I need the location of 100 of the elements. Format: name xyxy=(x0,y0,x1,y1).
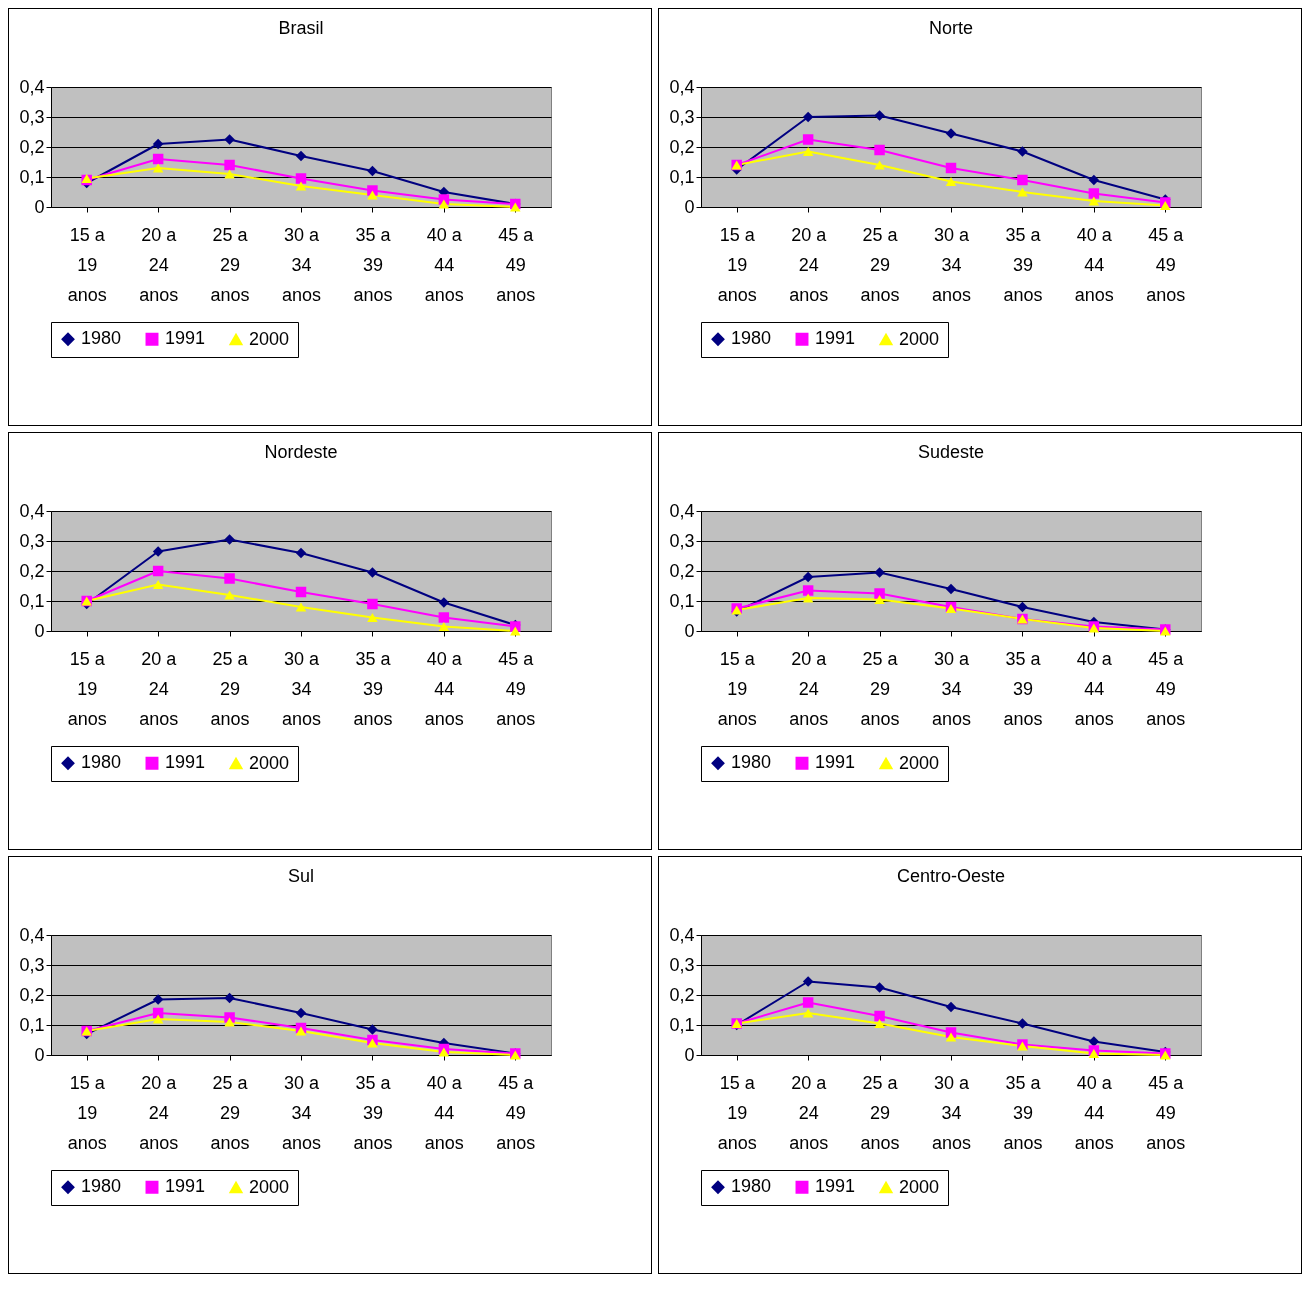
point xyxy=(510,626,521,636)
point xyxy=(295,150,307,162)
point xyxy=(152,579,164,590)
y-tick-label: 0,1 xyxy=(19,590,45,611)
x-tick-label: 20 a 24 anos xyxy=(789,648,829,729)
point xyxy=(802,146,814,157)
point xyxy=(224,590,235,600)
y-tick-label: 0,2 xyxy=(669,136,695,157)
x-tick-label: 15 a 19 anos xyxy=(717,224,757,305)
x-tick-label: 25 a 29 anos xyxy=(860,1072,900,1153)
x-tick-label: 15 a 19 anos xyxy=(67,1072,107,1153)
point xyxy=(945,128,957,139)
x-tick-label: 40 a 44 anos xyxy=(1074,648,1114,729)
point xyxy=(367,598,378,610)
x-tick-label: 45 a 49 anos xyxy=(1146,648,1186,729)
y-tick-label: 0,2 xyxy=(19,560,45,581)
legend-label: 1980 xyxy=(81,328,122,349)
point xyxy=(295,173,307,184)
point xyxy=(295,547,307,559)
x-tick-label: 30 a 34 anos xyxy=(931,224,972,305)
x-tick-label: 25 a 29 anos xyxy=(860,648,900,729)
legend-label: 2000 xyxy=(899,328,940,349)
y-tick-label: 0 xyxy=(684,196,695,217)
y-tick-label: 0 xyxy=(684,1044,695,1065)
point xyxy=(438,1047,450,1057)
point xyxy=(874,144,885,156)
x-tick-label: 30 a 34 anos xyxy=(931,648,972,729)
legend-label: 1991 xyxy=(165,1176,206,1197)
x-tick-label: 35 a 39 anos xyxy=(353,1072,393,1153)
y-tick-label: 0,1 xyxy=(669,590,695,611)
y-tick-label: 0,2 xyxy=(19,136,45,157)
x-tick-label: 40 a 44 anos xyxy=(424,1072,464,1153)
y-tick-label: 0,4 xyxy=(669,76,695,97)
x-tick-label: 30 a 34 anos xyxy=(281,224,322,305)
x-tick-label: 45 a 49 anos xyxy=(496,224,536,305)
y-tick-label: 0,4 xyxy=(19,924,45,945)
point xyxy=(802,134,814,145)
point xyxy=(224,159,235,171)
x-tick-label: 35 a 39 anos xyxy=(353,224,393,305)
y-tick-label: 0 xyxy=(34,620,45,641)
point xyxy=(367,165,378,177)
point xyxy=(152,565,164,577)
x-tick-label: 35 a 39 anos xyxy=(353,648,393,729)
point xyxy=(295,602,307,612)
point xyxy=(224,573,235,584)
point xyxy=(438,597,450,608)
point xyxy=(945,1001,957,1013)
x-tick-label: 40 a 44 anos xyxy=(1074,224,1114,305)
y-tick-label: 0 xyxy=(684,620,695,641)
y-tick-label: 0,1 xyxy=(19,1014,45,1035)
point xyxy=(224,992,235,1004)
x-tick-label: 30 a 34 anos xyxy=(281,648,322,729)
point xyxy=(945,1032,957,1042)
point xyxy=(945,176,957,187)
point xyxy=(802,1008,814,1018)
y-tick-label: 0,4 xyxy=(19,76,45,97)
legend-label: 1980 xyxy=(81,1176,122,1197)
y-tick-label: 0,1 xyxy=(669,166,695,187)
point xyxy=(367,1038,378,1048)
legend-label: 1980 xyxy=(81,752,122,773)
legend-label: 2000 xyxy=(249,1176,290,1197)
x-tick-label: 40 a 44 anos xyxy=(424,224,464,305)
legend-label: 2000 xyxy=(249,328,290,349)
point xyxy=(802,571,814,583)
x-tick-label: 20 a 24 anos xyxy=(139,224,179,305)
legend-label: 1991 xyxy=(165,328,206,349)
point xyxy=(224,1017,235,1027)
legend-label: 2000 xyxy=(899,1176,940,1197)
legend-label: 1991 xyxy=(815,328,856,349)
x-tick-label: 20 a 24 anos xyxy=(789,1072,829,1153)
point xyxy=(295,1026,307,1036)
y-tick-label: 0,1 xyxy=(19,166,45,187)
legend-label: 1980 xyxy=(731,328,772,349)
x-tick-label: 25 a 29 anos xyxy=(860,224,900,305)
point xyxy=(367,190,378,200)
y-tick-label: 0,3 xyxy=(19,106,45,127)
point xyxy=(224,534,235,545)
x-tick-label: 40 a 44 anos xyxy=(1074,1072,1114,1153)
point xyxy=(1088,174,1100,186)
point xyxy=(1017,601,1028,613)
legend-label: 1980 xyxy=(731,752,772,773)
y-tick-label: 0,3 xyxy=(669,530,695,551)
point xyxy=(152,138,164,150)
x-tick-label: 25 a 29 anos xyxy=(210,1072,250,1153)
y-tick-label: 0,2 xyxy=(19,984,45,1005)
chart-title: Brasil xyxy=(278,18,324,38)
y-tick-label: 0,2 xyxy=(669,984,695,1005)
point xyxy=(874,110,885,121)
point xyxy=(152,546,164,557)
point xyxy=(802,111,814,123)
x-tick-label: 35 a 39 anos xyxy=(1003,1072,1043,1153)
x-tick-label: 20 a 24 anos xyxy=(139,1072,179,1153)
x-tick-label: 15 a 19 anos xyxy=(717,1072,757,1153)
point xyxy=(438,621,450,632)
y-tick-label: 0,3 xyxy=(669,954,695,975)
legend-label: 2000 xyxy=(899,752,940,773)
y-tick-label: 0,2 xyxy=(669,560,695,581)
chart-title: Sudeste xyxy=(917,442,985,462)
point xyxy=(152,1014,164,1024)
x-tick-label: 35 a 39 anos xyxy=(1003,648,1043,729)
